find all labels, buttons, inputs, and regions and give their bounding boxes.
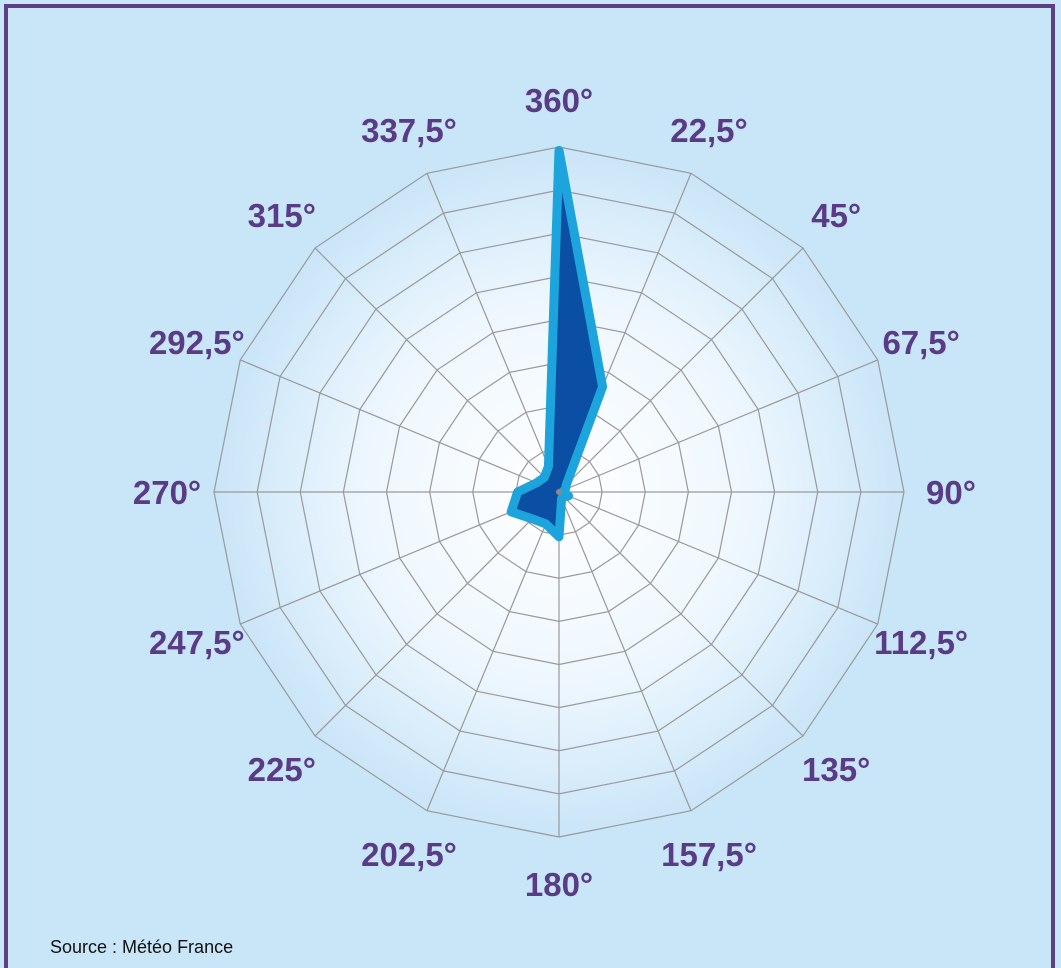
center-dot: [556, 489, 562, 495]
angle-tick-label: 157,5°: [661, 836, 757, 873]
grid-spoke: [314, 491, 560, 737]
angle-tick-label: 45°: [811, 197, 861, 234]
data-point: [529, 516, 535, 522]
grid-spoke: [558, 359, 878, 493]
angle-tick-label: 270°: [133, 474, 201, 511]
data-point: [543, 521, 549, 527]
grid-spoke: [558, 491, 692, 811]
grid-spoke: [558, 491, 804, 737]
angle-tick-label: 202,5°: [361, 836, 457, 873]
angle-tick-label: 112,5°: [874, 624, 968, 661]
angle-tick-label: 337,5°: [361, 112, 457, 149]
source-label: Source : Météo France: [50, 937, 234, 957]
grid-spoke: [426, 491, 560, 811]
data-point: [566, 493, 572, 499]
angle-tick-label: 90°: [926, 474, 976, 511]
angle-tick-label: 292,5°: [149, 324, 245, 361]
grid-spoke: [240, 359, 560, 493]
data-point: [556, 534, 562, 540]
angle-tick-label: 135°: [802, 751, 870, 788]
data-point: [559, 495, 565, 501]
grid-spoke: [426, 173, 560, 493]
angle-tick-label: 360°: [525, 82, 593, 119]
data-point: [534, 480, 540, 486]
data-point: [541, 474, 547, 480]
angle-tick-label: 315°: [248, 197, 316, 234]
data-point: [515, 489, 521, 495]
angle-tick-label: 180°: [525, 866, 593, 903]
data-point: [600, 384, 606, 390]
data-point: [563, 482, 569, 488]
data-point: [508, 509, 514, 515]
data-point: [545, 464, 551, 470]
angle-tick-label: 22,5°: [670, 112, 747, 149]
grid-spoke: [558, 491, 878, 625]
data-point: [556, 147, 562, 153]
grid-spoke: [240, 491, 560, 625]
angle-tick-label: 67,5°: [882, 324, 959, 361]
angle-tick-label: 247,5°: [149, 624, 245, 661]
grid-spoke: [314, 247, 560, 493]
grid-spoke: [558, 247, 804, 493]
angle-tick-label: 225°: [248, 751, 316, 788]
